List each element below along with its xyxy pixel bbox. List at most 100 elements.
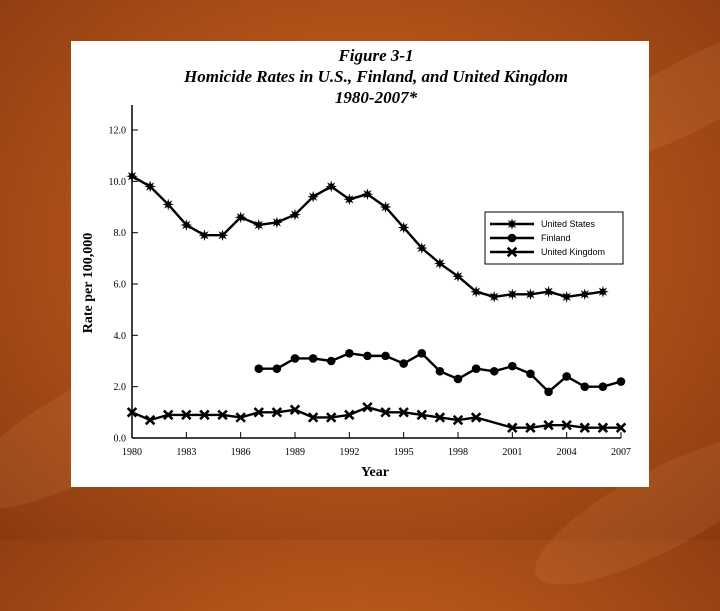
data-point bbox=[508, 361, 517, 371]
data-point bbox=[198, 229, 211, 242]
x-tick-label: 1980 bbox=[122, 447, 142, 458]
y-tick-label: 12.0 bbox=[109, 126, 127, 137]
data-point bbox=[525, 422, 536, 433]
data-point bbox=[470, 285, 482, 298]
data-point bbox=[507, 422, 518, 433]
data-point bbox=[397, 221, 410, 234]
y-tick-label: 6.0 bbox=[114, 280, 127, 291]
data-point bbox=[199, 409, 210, 421]
x-tick-label: 1983 bbox=[176, 447, 196, 458]
x-tick-label: 1989 bbox=[285, 447, 305, 458]
legend-label: United States bbox=[541, 219, 596, 229]
data-point bbox=[453, 374, 463, 384]
data-point bbox=[580, 382, 590, 391]
y-tick-label: 2.0 bbox=[114, 382, 127, 393]
data-point bbox=[616, 377, 626, 386]
data-point bbox=[597, 285, 609, 298]
data-point bbox=[216, 229, 229, 242]
x-tick-label: 1992 bbox=[339, 447, 359, 458]
chart-title: Figure 3-1 bbox=[337, 46, 413, 65]
data-point bbox=[253, 407, 264, 418]
data-point bbox=[399, 359, 408, 368]
series-finland bbox=[254, 349, 626, 397]
data-point bbox=[180, 219, 193, 231]
data-point bbox=[506, 288, 519, 301]
data-point bbox=[542, 285, 555, 298]
data-point bbox=[271, 407, 283, 418]
x-tick-label: 2007 bbox=[611, 447, 631, 458]
data-point bbox=[144, 414, 156, 426]
x-tick-label: 1998 bbox=[448, 447, 468, 458]
data-point bbox=[343, 193, 356, 206]
data-point bbox=[289, 404, 301, 415]
data-point bbox=[344, 409, 355, 421]
x-tick-label: 2001 bbox=[502, 447, 522, 458]
legend-label: Finland bbox=[541, 233, 571, 243]
data-point bbox=[325, 180, 338, 193]
chart-panel: Figure 3-1 Homicide Rates in U.S., Finla… bbox=[71, 41, 649, 487]
line-chart: Figure 3-1 Homicide Rates in U.S., Finla… bbox=[81, 46, 631, 480]
data-point bbox=[345, 349, 354, 358]
data-point bbox=[126, 407, 138, 418]
data-point bbox=[416, 409, 427, 421]
series-united-states bbox=[126, 170, 609, 303]
chart-subtitle-years: 1980-2007* bbox=[335, 88, 418, 107]
data-point bbox=[271, 216, 283, 229]
data-point bbox=[506, 246, 518, 258]
y-tick-label: 10.0 bbox=[109, 177, 127, 188]
series-united-kingdom bbox=[126, 401, 627, 433]
y-tick-label: 0.0 bbox=[114, 434, 127, 445]
legend: United States Finland United Kingdom bbox=[484, 211, 624, 265]
data-point bbox=[181, 409, 192, 421]
data-point bbox=[290, 354, 300, 363]
data-point bbox=[560, 291, 573, 303]
data-point bbox=[470, 412, 482, 423]
y-axis-title: Rate per 100,000 bbox=[81, 233, 96, 333]
data-point bbox=[434, 412, 446, 423]
legend-label: United Kingdom bbox=[541, 247, 605, 257]
data-point bbox=[471, 364, 481, 374]
x-tick-label: 2004 bbox=[557, 447, 577, 458]
data-point bbox=[452, 270, 464, 283]
data-point bbox=[361, 188, 374, 200]
x-axis-title: Year bbox=[361, 465, 389, 480]
data-point bbox=[615, 422, 627, 433]
y-tick-label: 4.0 bbox=[114, 331, 127, 342]
data-point bbox=[217, 409, 228, 421]
data-point bbox=[544, 387, 553, 397]
data-point bbox=[163, 409, 174, 421]
data-point bbox=[235, 412, 246, 423]
data-point bbox=[307, 190, 319, 203]
data-point bbox=[379, 201, 392, 213]
data-point bbox=[326, 356, 336, 366]
data-point bbox=[234, 211, 247, 224]
data-point bbox=[254, 364, 264, 374]
data-point bbox=[579, 422, 590, 433]
data-point bbox=[452, 414, 464, 426]
x-tick-label: 1995 bbox=[394, 447, 414, 458]
y-tick-label: 8.0 bbox=[114, 228, 127, 239]
data-point bbox=[307, 412, 319, 423]
data-point bbox=[435, 366, 445, 376]
data-point bbox=[417, 349, 427, 358]
data-point bbox=[363, 351, 372, 361]
data-point bbox=[562, 372, 571, 381]
data-point bbox=[272, 364, 282, 374]
data-point bbox=[543, 419, 554, 431]
data-point bbox=[144, 180, 156, 193]
data-point bbox=[507, 233, 517, 243]
data-point bbox=[252, 219, 265, 231]
data-point bbox=[162, 198, 175, 211]
data-point bbox=[434, 257, 446, 270]
data-point bbox=[597, 422, 609, 433]
data-point bbox=[506, 218, 518, 230]
data-point bbox=[362, 401, 373, 413]
data-point bbox=[561, 419, 572, 431]
data-point bbox=[578, 288, 591, 301]
data-point bbox=[380, 407, 391, 418]
data-point bbox=[308, 354, 318, 363]
data-point bbox=[415, 242, 428, 254]
data-point bbox=[526, 369, 535, 379]
data-point bbox=[381, 351, 390, 361]
y-axis-ticks: 0.0 2.0 4.0 6.0 8.0 10.0 12.0 bbox=[109, 126, 138, 445]
